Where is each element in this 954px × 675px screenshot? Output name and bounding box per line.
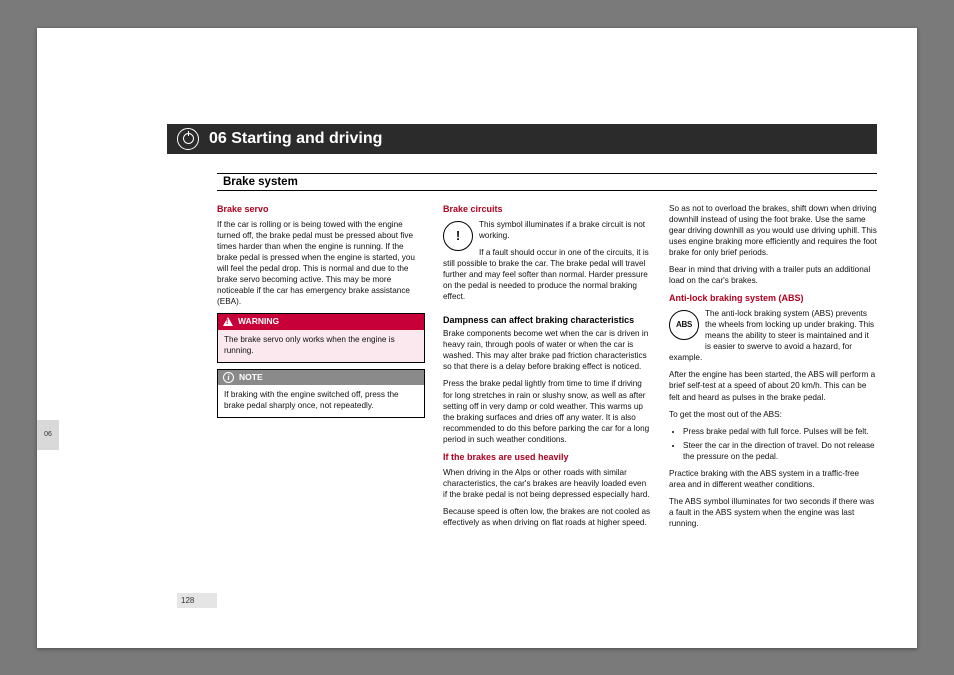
dampness-text-2: Press the brake pedal lightly from time … bbox=[443, 378, 651, 444]
heading-heavy-brakes: If the brakes are used heavily bbox=[443, 451, 651, 463]
section-title: Brake system bbox=[217, 173, 877, 191]
heavy-text-3: So as not to overload the brakes, shift … bbox=[669, 203, 877, 258]
page-number: 128 bbox=[177, 593, 217, 608]
heavy-text-2: Because speed is often low, the brakes a… bbox=[443, 506, 651, 528]
warning-header: WARNING bbox=[218, 314, 424, 329]
heading-brake-circuits: Brake circuits bbox=[443, 203, 651, 215]
warning-label: WARNING bbox=[238, 316, 279, 327]
note-label: NOTE bbox=[239, 372, 263, 383]
chapter-title: 06 Starting and driving bbox=[209, 130, 382, 148]
circuits-text-1: This symbol illuminates if a brake circu… bbox=[443, 219, 651, 241]
dampness-text-1: Brake components become wet when the car… bbox=[443, 328, 651, 372]
brake-servo-text: If the car is rolling or is being towed … bbox=[217, 219, 425, 308]
heavy-text-4: Bear in mind that driving with a trailer… bbox=[669, 264, 877, 286]
circuits-text-2: If a fault should occur in one of the ci… bbox=[443, 247, 651, 302]
abs-text-1: The anti-lock braking system (ABS) preve… bbox=[669, 308, 877, 363]
brake-circuit-block: ! This symbol illuminates if a brake cir… bbox=[443, 219, 651, 308]
steering-wheel-icon bbox=[177, 128, 199, 150]
abs-text-5: The ABS symbol illuminates for two secon… bbox=[669, 496, 877, 529]
abs-text-4: Practice braking with the ABS system in … bbox=[669, 468, 877, 490]
warning-callout: WARNING The brake servo only works when … bbox=[217, 313, 425, 363]
heading-abs: Anti-lock braking system (ABS) bbox=[669, 292, 877, 304]
heading-brake-servo: Brake servo bbox=[217, 203, 425, 215]
abs-bullet-list: Press brake pedal with full force. Pulse… bbox=[669, 426, 877, 462]
margin-tab: 06 bbox=[37, 420, 59, 450]
warning-triangle-icon bbox=[223, 317, 233, 326]
heavy-text-1: When driving in the Alps or other roads … bbox=[443, 467, 651, 500]
abs-text-2: After the engine has been started, the A… bbox=[669, 369, 877, 402]
abs-bullet-1: Press brake pedal with full force. Pulse… bbox=[683, 426, 877, 437]
note-header: i NOTE bbox=[218, 370, 424, 385]
abs-icon: ABS bbox=[669, 310, 699, 340]
info-icon: i bbox=[223, 372, 234, 383]
abs-bullet-2: Steer the car in the direction of travel… bbox=[683, 440, 877, 462]
brake-warning-icon: ! bbox=[443, 221, 473, 251]
heading-dampness: Dampness can affect braking characterist… bbox=[443, 314, 651, 326]
manual-page: 06 06 Starting and driving Brake system … bbox=[37, 28, 917, 648]
abs-text-3: To get the most out of the ABS: bbox=[669, 409, 877, 420]
abs-block: ABS The anti-lock braking system (ABS) p… bbox=[669, 308, 877, 369]
note-callout: i NOTE If braking with the engine switch… bbox=[217, 369, 425, 419]
warning-body: The brake servo only works when the engi… bbox=[218, 330, 424, 362]
chapter-header: 06 Starting and driving bbox=[167, 124, 877, 154]
note-body: If braking with the engine switched off,… bbox=[218, 385, 424, 417]
content-columns: Brake servo If the car is rolling or is … bbox=[217, 203, 877, 588]
